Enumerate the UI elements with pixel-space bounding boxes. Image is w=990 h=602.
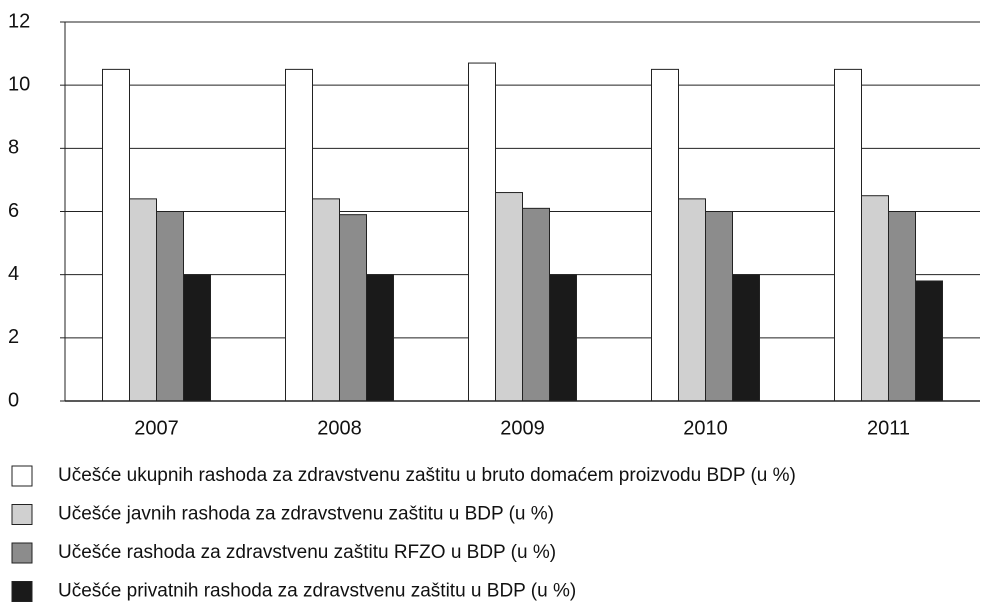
bar (888, 211, 916, 402)
x-tick-label: 2008 (317, 417, 362, 439)
bar (705, 211, 733, 402)
legend-label: Učešće javnih rashoda za zdravstvenu zaš… (58, 504, 554, 525)
y-tick-label: 10 (8, 73, 30, 95)
y-tick-label: 2 (8, 326, 19, 348)
bar (834, 68, 862, 402)
bar (651, 68, 679, 402)
legend-label: Učešće privatnih rashoda za zdravstvenu … (58, 581, 576, 602)
x-tick-label: 2011 (867, 417, 910, 439)
bar (678, 198, 706, 402)
legend: Učešće ukupnih rashoda za zdravstvenu za… (11, 465, 796, 602)
y-tick-label: 0 (8, 389, 19, 411)
bar (339, 214, 367, 402)
legend-swatch (11, 581, 33, 602)
bar (549, 274, 577, 402)
y-tick-label: 4 (8, 263, 19, 285)
bar (183, 274, 211, 402)
legend-swatch (11, 504, 33, 525)
bar (861, 195, 889, 402)
bar (915, 280, 943, 402)
y-tick-label: 6 (8, 200, 19, 222)
bar (522, 207, 550, 402)
bar (129, 198, 157, 402)
y-tick-label: 12 (8, 10, 30, 32)
bar (102, 68, 130, 402)
legend-label: Učešće rashoda za zdravstvenu zaštitu RF… (58, 542, 556, 563)
bar (468, 62, 496, 402)
bar (312, 198, 340, 402)
x-tick-label: 2009 (500, 417, 545, 439)
bar (732, 274, 760, 402)
bar (366, 274, 394, 402)
legend-label: Učešće ukupnih rashoda za zdravstvenu za… (58, 465, 796, 486)
x-tick-label: 2010 (683, 417, 728, 439)
bar (156, 211, 184, 402)
legend-swatch (11, 465, 33, 487)
y-tick-label: 8 (8, 137, 19, 159)
legend-swatch (11, 542, 33, 564)
x-tick-label: 2007 (134, 417, 179, 439)
bar (285, 68, 313, 402)
bar (495, 192, 523, 402)
